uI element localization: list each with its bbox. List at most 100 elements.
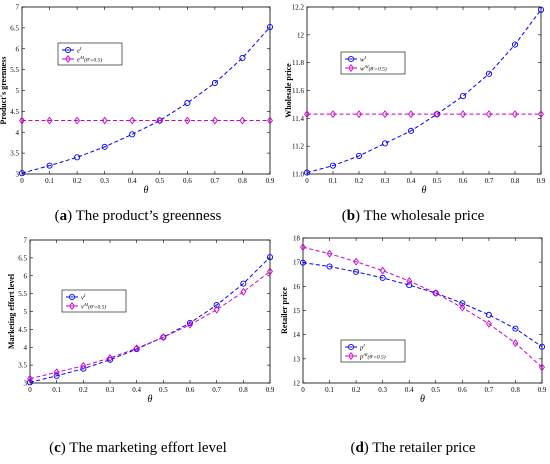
data-point [211, 116, 218, 125]
data-point [460, 110, 466, 119]
data-point [53, 368, 60, 377]
data-point [46, 116, 53, 125]
data-point [485, 70, 493, 77]
data-point [379, 266, 386, 275]
data-point [213, 302, 220, 309]
legend-label: vAI(θ'=0.5) [81, 302, 106, 311]
x-tick-label: 0.9 [266, 177, 275, 185]
y-tick-label: 11.4 [292, 115, 304, 123]
data-point [379, 274, 386, 281]
x-tick-label: 0.4 [407, 177, 416, 185]
x-tick-label: 0.1 [45, 177, 54, 185]
x-tick-label: 0.4 [132, 386, 141, 394]
y-tick-label: 11.0 [292, 171, 304, 179]
legend-marker [347, 55, 355, 63]
x-tick-label: 0.1 [52, 386, 61, 394]
data-point [46, 162, 53, 169]
data-point [129, 131, 136, 138]
x-tick-label: 0.9 [266, 386, 275, 394]
data-point [304, 110, 310, 119]
data-point [267, 267, 273, 276]
series-line [21, 26, 271, 174]
y-tick-label: 5 [16, 87, 20, 95]
data-point [353, 257, 360, 266]
data-point [381, 140, 389, 147]
y-tick-label: 5 [24, 308, 28, 316]
x-tick-label: 0.2 [355, 177, 364, 185]
y-tick-label: 6.5 [18, 254, 27, 262]
y-tick-label: 6.5 [10, 24, 19, 32]
chart-panel-wholesale: 11.0 11.2 11.4 11.6 11.8 12 12.2 0 0.1 0.2 0.3 0.4 0… [275, 0, 550, 197]
data-point [329, 162, 337, 169]
x-tick-label: 0.6 [186, 386, 195, 394]
y-tick-label: 3.5 [10, 150, 19, 158]
data-point [486, 110, 492, 119]
y-tick-label: 12 [297, 31, 305, 39]
data-point [74, 116, 81, 125]
y-tick-label: 7 [24, 237, 28, 245]
legend-label: vI [81, 293, 86, 302]
data-point [382, 110, 388, 119]
data-point [80, 361, 87, 370]
series-line [29, 271, 271, 380]
data-point [300, 243, 306, 252]
series-line [302, 246, 543, 368]
chart-wholesale-svg: 11.0 11.2 11.4 11.6 11.8 12 12.2 0 0.1 0.2 0.3 0.4 0… [284, 4, 546, 197]
x-tick-label: 0.7 [211, 177, 220, 185]
x-tick-label: 0.3 [100, 177, 109, 185]
x-axis-label: θ [422, 185, 427, 196]
data-point [107, 354, 113, 362]
data-point [53, 372, 60, 379]
data-point [356, 110, 362, 119]
data-point [267, 116, 273, 125]
series-2 [304, 110, 544, 119]
legend-marker [64, 46, 72, 54]
data-point [485, 319, 492, 328]
chart-greenness-svg: 3 3.5 4 4.5 5 5.5 6 6.5 7 0 0.1 0.2 0.3 0.4 0.5 0.6 0.7 0… [0, 4, 275, 197]
y-axis-label: Marketing effort level [7, 273, 16, 349]
data-point [184, 116, 191, 125]
x-tick-label: 0.6 [459, 177, 468, 185]
x-tick-label: 0.8 [511, 386, 520, 394]
caption-label-d: d [355, 440, 364, 456]
y-tick-label: 4.5 [10, 108, 19, 116]
y-tick-label: 4 [16, 129, 20, 137]
y-tick-label: 12.2 [292, 4, 305, 12]
legend-marker [347, 343, 355, 351]
data-point [160, 333, 167, 342]
x-tick-label: 0.8 [511, 177, 520, 185]
chart-panel-greenness: 3 3.5 4 4.5 5 5.5 6 6.5 7 0 0.1 0.2 0.3 0.4 0.5 0.6 0.7 0… [0, 0, 275, 197]
x-tick-label: 0.1 [329, 177, 338, 185]
x-tick-label: 0.3 [378, 386, 387, 394]
data-point [408, 110, 414, 119]
data-point [512, 110, 518, 119]
chart-panel-marketing: 3 3.5 4 4.5 5 5.5 6 6.5 7 0 0.1 0.2 0.3 0.4 0.5 0.6 0.7 0… [0, 233, 275, 413]
series-1 [299, 259, 546, 350]
y-tick-label: 18 [293, 235, 301, 243]
x-tick-label: 0.9 [537, 177, 546, 185]
data-point [432, 289, 439, 298]
data-point [459, 303, 466, 312]
plot-frame [21, 6, 271, 175]
data-point [184, 99, 191, 107]
x-tick-label: 0.3 [381, 177, 390, 185]
data-point [512, 339, 519, 348]
x-tick-label: 0.5 [433, 177, 442, 185]
legend-marker [348, 64, 354, 72]
series-1 [303, 6, 545, 176]
data-point [213, 305, 220, 314]
x-tick-label: 0.4 [405, 386, 414, 394]
y-tick-label: 11.8 [292, 59, 304, 67]
x-tick-label: 0.5 [155, 177, 164, 185]
x-axis-label: θ [144, 185, 149, 196]
legend-label: eI [77, 46, 82, 55]
data-point [406, 282, 413, 289]
data-point [239, 116, 246, 125]
data-point [187, 320, 193, 329]
x-tick-label: 0.7 [485, 386, 494, 394]
data-point [353, 268, 360, 275]
legend-label: eAI(θ'=0.5) [77, 55, 102, 64]
